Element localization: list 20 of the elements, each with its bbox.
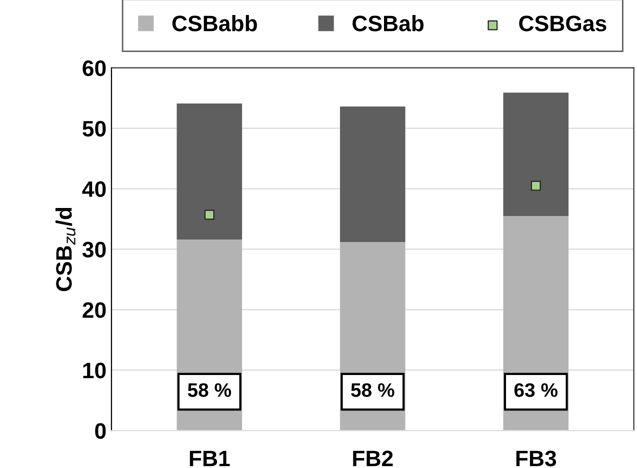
legend-label: CSBab bbox=[352, 15, 424, 32]
bar bbox=[340, 106, 406, 242]
bar bbox=[176, 104, 242, 240]
bar bbox=[503, 92, 569, 216]
y-tick-label: 0 bbox=[95, 423, 106, 439]
y-tick-label: 50 bbox=[82, 120, 106, 137]
y-tick-label: 60 bbox=[82, 60, 106, 76]
y-axis-title: CSB$_{zu}$/d bbox=[56, 208, 76, 292]
legend-label: CSBGas bbox=[519, 16, 606, 32]
annotation: 58 % bbox=[351, 383, 394, 397]
y-tick-label: 30 bbox=[82, 242, 106, 258]
x-tick-label: FB3 bbox=[516, 450, 556, 466]
x-tick-label: FB2 bbox=[353, 450, 393, 466]
y-tick-label: 20 bbox=[82, 302, 106, 318]
y-tick-label: 10 bbox=[83, 362, 106, 378]
annotation: 58 % bbox=[188, 383, 232, 397]
legend-label: CSBabb bbox=[172, 15, 257, 32]
x-tick-label: FB1 bbox=[190, 450, 230, 466]
annotation: 63 % bbox=[514, 383, 558, 397]
y-tick-label: 40 bbox=[82, 181, 106, 198]
